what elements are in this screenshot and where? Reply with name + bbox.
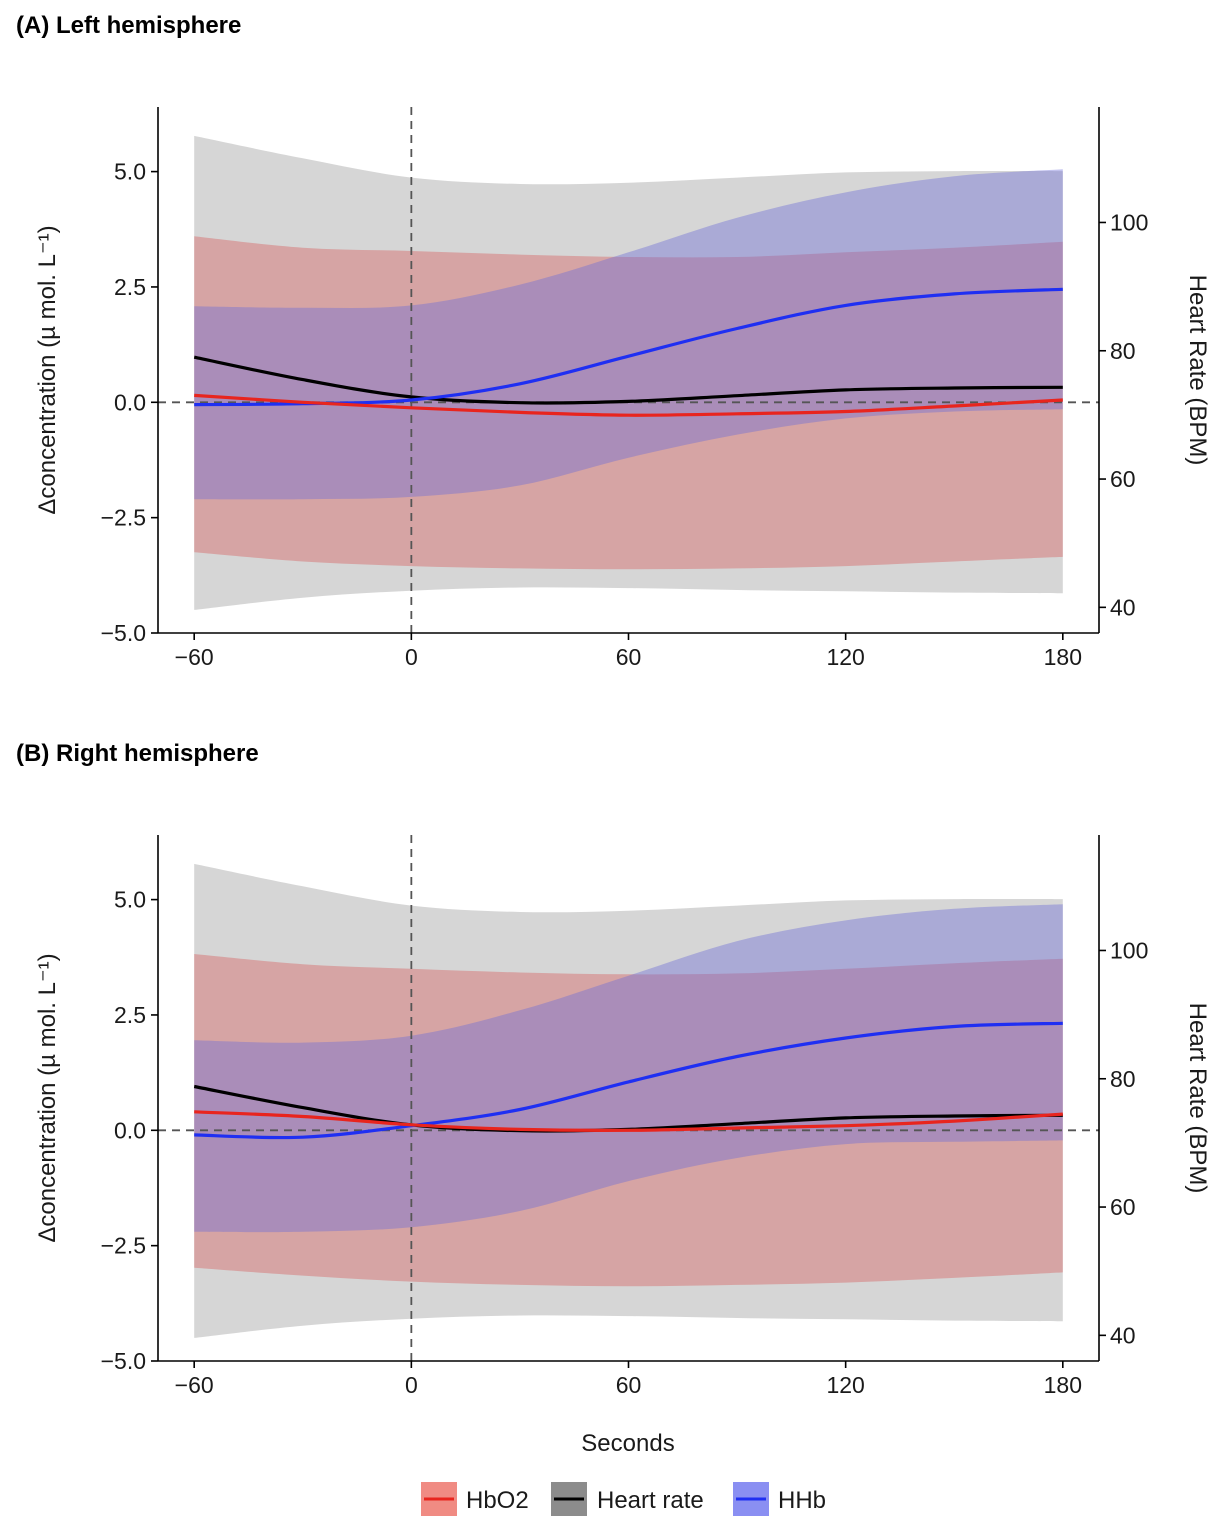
legend-item-hhb: HHb bbox=[733, 1482, 826, 1516]
x-tick-label: 120 bbox=[826, 1372, 864, 1398]
line-hbo2 bbox=[194, 393, 1063, 417]
legend-item-hbo2: HbO2 bbox=[421, 1482, 529, 1516]
legend: HbO2 Heart rate HHb bbox=[421, 1482, 826, 1516]
y2-tick-label: 100 bbox=[1110, 209, 1148, 235]
x-tick-label: 60 bbox=[616, 644, 642, 670]
legend-item-heart-rate: Heart rate bbox=[551, 1482, 704, 1516]
y-tick-label: 0.0 bbox=[114, 1117, 146, 1143]
x-tick-label: 120 bbox=[826, 644, 864, 670]
x-tick-label: 60 bbox=[616, 1372, 642, 1398]
y2-tick-label: 60 bbox=[1110, 1194, 1136, 1220]
line-hhb bbox=[194, 1021, 1063, 1140]
panel-left-hemisphere: (A) Left hemisphere −60 0 60 120 180 bbox=[16, 12, 1211, 670]
y-tick-label: −2.5 bbox=[101, 505, 146, 531]
panel-title: (B) Right hemisphere bbox=[16, 740, 259, 767]
x-tick-label: −60 bbox=[175, 1372, 214, 1398]
x-ticks: −60 0 60 120 180 bbox=[175, 1361, 1082, 1398]
y-axis-title: Δconcentration (µ mol. L⁻¹) bbox=[34, 953, 61, 1242]
y2-axis-title: Heart Rate (BPM) bbox=[1184, 275, 1211, 466]
y-tick-label: 2.5 bbox=[114, 274, 146, 300]
series-lines bbox=[193, 287, 1063, 417]
x-ticks: −60 0 60 120 180 bbox=[175, 633, 1082, 670]
y-tick-label: 0.0 bbox=[114, 389, 146, 415]
y-ticks-left: −5.0 −2.5 0.0 2.5 5.0 bbox=[101, 159, 158, 646]
y-ticks-right: 40 60 80 100 bbox=[1099, 937, 1148, 1348]
x-tick-label: 0 bbox=[405, 644, 418, 670]
legend-label-hhb: HHb bbox=[778, 1487, 826, 1514]
y-ticks-left: −5.0 −2.5 0.0 2.5 5.0 bbox=[101, 887, 158, 1374]
line-hbo2 bbox=[194, 1110, 1063, 1132]
y-tick-label: 2.5 bbox=[114, 1002, 146, 1028]
confidence-bands bbox=[194, 135, 1063, 610]
y-tick-label: 5.0 bbox=[114, 887, 146, 913]
legend-label-heart-rate: Heart rate bbox=[597, 1487, 704, 1514]
y-tick-label: −2.5 bbox=[101, 1233, 146, 1259]
y2-tick-label: 80 bbox=[1110, 338, 1136, 364]
y-axis-title: Δconcentration (µ mol. L⁻¹) bbox=[34, 225, 61, 514]
y-tick-label: −5.0 bbox=[101, 620, 146, 646]
panel-title: (A) Left hemisphere bbox=[16, 12, 241, 39]
y2-tick-label: 60 bbox=[1110, 466, 1136, 492]
y-tick-label: 5.0 bbox=[114, 159, 146, 185]
x-tick-label: 180 bbox=[1044, 644, 1082, 670]
y2-tick-label: 40 bbox=[1110, 594, 1136, 620]
confidence-bands bbox=[194, 863, 1063, 1338]
y2-tick-label: 40 bbox=[1110, 1322, 1136, 1348]
legend-label-hbo2: HbO2 bbox=[466, 1487, 529, 1514]
y2-tick-label: 100 bbox=[1110, 937, 1148, 963]
y2-tick-label: 80 bbox=[1110, 1066, 1136, 1092]
x-axis-title: Seconds bbox=[581, 1430, 674, 1457]
y-ticks-right: 40 60 80 100 bbox=[1099, 209, 1148, 620]
line-heart-rate bbox=[193, 355, 1063, 405]
y2-axis-title: Heart Rate (BPM) bbox=[1184, 1003, 1211, 1194]
x-tick-label: 180 bbox=[1044, 1372, 1082, 1398]
x-tick-label: 0 bbox=[405, 1372, 418, 1398]
series-lines bbox=[193, 1021, 1063, 1140]
x-tick-label: −60 bbox=[175, 644, 214, 670]
panel-right-hemisphere: (B) Right hemisphere −60 0 60 120 180 bbox=[16, 740, 1211, 1398]
y-tick-label: −5.0 bbox=[101, 1348, 146, 1374]
